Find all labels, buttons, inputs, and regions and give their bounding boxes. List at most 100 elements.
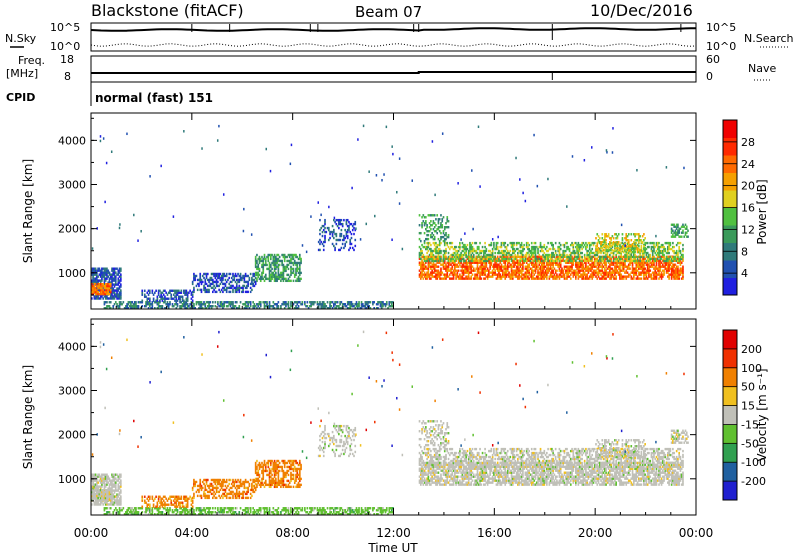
power-cell (598, 261, 601, 264)
power-cell (477, 267, 480, 270)
power-cell (503, 271, 505, 274)
power-cell (641, 257, 644, 260)
power-cell (634, 246, 636, 250)
power-noise (140, 229, 142, 233)
power-cell (494, 273, 496, 276)
power-cell (330, 230, 333, 234)
power-cell (259, 259, 262, 263)
power-cell (275, 257, 277, 261)
power-cell (476, 247, 479, 251)
power-cell (421, 251, 423, 255)
power-cell (268, 305, 271, 308)
power-cell (459, 259, 461, 263)
power-cell (476, 271, 479, 274)
power-cell (133, 305, 136, 308)
power-cell (179, 295, 181, 298)
power-noise (105, 161, 108, 165)
power-cell (346, 303, 349, 306)
power-cell (131, 307, 133, 310)
power-cell (145, 303, 147, 306)
power-cell (630, 257, 633, 261)
power-cell (290, 279, 292, 283)
power-cell (552, 251, 554, 255)
power-cell (593, 263, 596, 266)
power-cell (97, 297, 99, 300)
power-cell (103, 273, 106, 276)
power-cell (504, 245, 507, 249)
power-cell (349, 222, 352, 226)
power-cell (583, 243, 586, 247)
power-cell (101, 271, 103, 274)
power-cell (261, 275, 263, 279)
power-cell (603, 263, 606, 266)
power-cell (510, 259, 513, 263)
power-cell (196, 278, 199, 282)
power-cell (575, 273, 577, 276)
power-cell (354, 222, 357, 226)
power-cell (606, 257, 609, 261)
power-cell (423, 241, 426, 245)
power-cell (665, 259, 668, 263)
power-cell (349, 238, 352, 242)
power-cell (572, 251, 575, 255)
power-cell (571, 265, 573, 268)
power-cell (107, 281, 110, 284)
power-cell (208, 303, 210, 306)
power-noise (269, 169, 272, 173)
power-cell (634, 239, 636, 242)
power-cell (319, 232, 321, 236)
power-cell (564, 265, 567, 268)
power-cell (320, 240, 323, 244)
power-cell (243, 284, 246, 288)
power-cell (484, 263, 486, 266)
power-cell (224, 284, 227, 288)
power-cell (494, 269, 496, 272)
power-cell (640, 241, 643, 244)
power-cell (614, 248, 616, 252)
power-cell (617, 273, 620, 276)
power-cell (437, 222, 440, 225)
velocity-cell (91, 475, 93, 478)
power-cell (649, 255, 652, 259)
power-cell (93, 295, 96, 298)
power-cell (684, 227, 687, 230)
power-cell (258, 269, 261, 273)
power-cell (519, 275, 522, 278)
power-cell (106, 277, 108, 280)
power-cell (464, 269, 466, 272)
power-cell (537, 273, 539, 276)
power-cell (223, 274, 226, 278)
power-cell (504, 275, 507, 278)
power-cell (509, 257, 512, 260)
power-cell (116, 273, 118, 276)
power-cell (532, 265, 534, 268)
power-noise (290, 143, 293, 147)
power-cell (130, 303, 132, 306)
power-cell (645, 263, 648, 266)
freq-tick-top: 18 (60, 53, 74, 66)
power-cell (484, 273, 486, 276)
power-cell (586, 269, 589, 272)
power-noise (385, 125, 388, 129)
power-cell (667, 275, 669, 278)
power-cell (118, 287, 121, 290)
power-cell (611, 271, 614, 274)
power-cell (147, 303, 150, 306)
power-cell (544, 259, 547, 263)
power-cell (452, 257, 455, 261)
power-cell (354, 307, 357, 310)
power-cell (622, 259, 625, 263)
power-cell (218, 284, 220, 288)
power-cell (276, 305, 278, 308)
power-cell (544, 255, 547, 259)
power-cell (235, 286, 238, 290)
power-cell (648, 245, 650, 249)
power-cell (327, 226, 330, 230)
power-cell (199, 307, 202, 310)
power-cell (267, 277, 270, 281)
power-cell (551, 275, 553, 278)
power-cell (577, 263, 580, 266)
power-cell (232, 284, 234, 288)
power-cell (670, 273, 673, 276)
power-cell (112, 305, 115, 308)
